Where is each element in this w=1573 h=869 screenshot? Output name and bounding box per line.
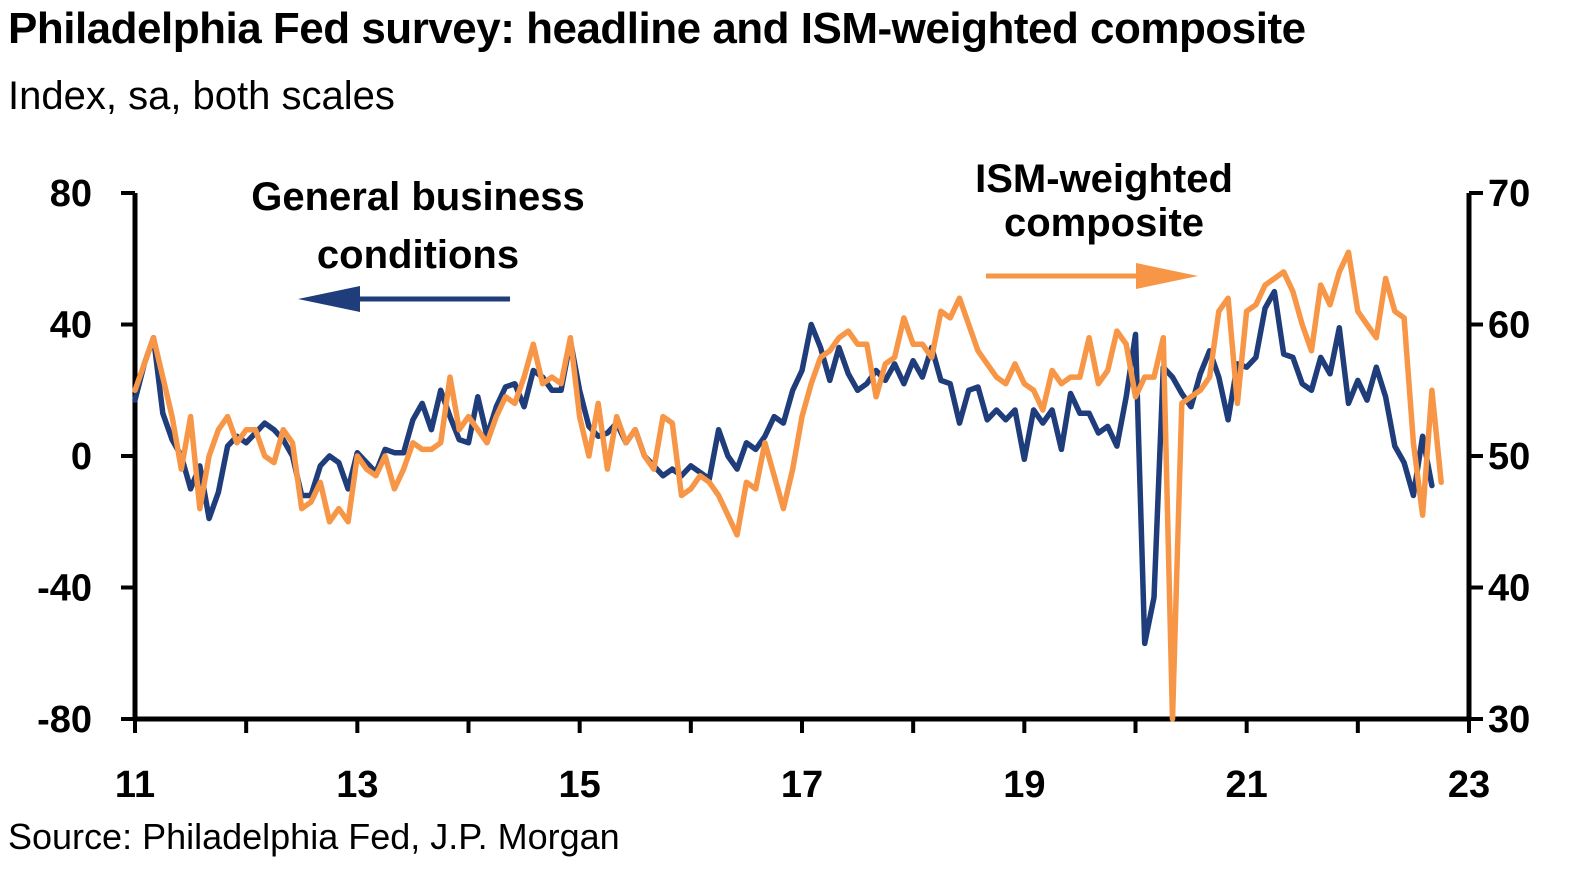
source-note: Source: Philadelphia Fed, J.P. Morgan xyxy=(8,816,620,857)
x-tick-label: 11 xyxy=(115,764,155,806)
chart-subtitle: Index, sa, both scales xyxy=(8,74,395,118)
right-tick-label: 50 xyxy=(1488,436,1530,478)
left-tick-label: 40 xyxy=(50,305,92,347)
composite-annotation-line2: composite xyxy=(1004,201,1204,245)
right-tick-label: 30 xyxy=(1488,699,1530,741)
right-tick-label: 40 xyxy=(1488,568,1530,610)
x-tick-label: 15 xyxy=(559,764,601,806)
right-tick-label: 60 xyxy=(1488,305,1530,347)
x-tick-label: 19 xyxy=(1003,764,1045,806)
composite-annotation-line1: ISM-weighted xyxy=(975,157,1233,201)
chart-title: Philadelphia Fed survey: headline and IS… xyxy=(8,4,1306,53)
headline-annotation-line1: General business xyxy=(251,175,584,219)
series-layer xyxy=(132,249,1444,722)
left-tick-label: -80 xyxy=(37,699,92,741)
x-tick-label: 17 xyxy=(781,764,823,806)
headline-arrow-head xyxy=(298,286,360,312)
headline-series-line xyxy=(132,288,1435,647)
left-tick-label: -40 xyxy=(37,568,92,610)
x-tick-label: 13 xyxy=(336,764,378,806)
chart-axes: 80 40 0 -40 -80 70 60 50 40 30 11 13 15 17 19 21 23 xyxy=(37,173,1530,806)
annotation-layer: General business conditions ISM-weightedco… xyxy=(251,157,1233,312)
left-tick-label: 80 xyxy=(50,173,92,215)
headline-annotation-line2: conditions xyxy=(317,233,519,277)
left-tick-label: 0 xyxy=(71,436,92,478)
x-tick-label: 23 xyxy=(1448,764,1490,806)
right-tick-label: 70 xyxy=(1488,173,1530,215)
x-tick-label: 21 xyxy=(1226,764,1268,806)
composite-arrow-head xyxy=(1136,263,1198,289)
composite-series-line xyxy=(132,249,1444,722)
